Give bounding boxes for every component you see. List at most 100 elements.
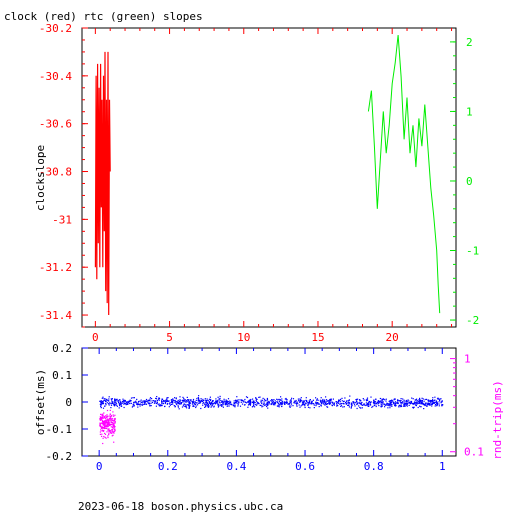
offset-point [189, 405, 191, 407]
offset-point [416, 400, 419, 402]
offset-point [305, 403, 307, 405]
rndtrip-point [104, 421, 107, 423]
rndtrip-point [100, 429, 102, 431]
offset-point [410, 402, 413, 404]
offset-point [249, 403, 252, 405]
offset-point [105, 402, 107, 405]
offset-point [356, 403, 358, 406]
offset-point [219, 395, 221, 397]
offset-point [281, 403, 283, 405]
offset-point [439, 398, 441, 400]
offset-point [173, 405, 175, 407]
offset-point [144, 403, 146, 405]
offset-point [195, 406, 197, 409]
offset-point [332, 398, 334, 400]
offset-point [338, 402, 340, 404]
offset-point [234, 403, 236, 405]
offset-point [227, 402, 230, 405]
rndtrip-point [109, 430, 112, 432]
offset-point [261, 401, 263, 403]
offset-point [208, 401, 211, 403]
offset-point [326, 406, 328, 408]
offset-point [129, 401, 131, 403]
offset-point [402, 398, 404, 400]
offset-point [179, 403, 181, 405]
offset-point [420, 401, 422, 403]
rndtrip-point [101, 426, 103, 428]
offset-point [261, 402, 263, 404]
offset-point [229, 403, 231, 405]
rndtrip-point [108, 420, 110, 422]
bottom-x-tick-label: 0.8 [364, 460, 384, 473]
offset-point [206, 400, 208, 402]
offset-point [288, 405, 291, 407]
offset-point [275, 402, 277, 404]
offset-point [405, 399, 408, 402]
rndtrip-point [102, 420, 104, 422]
top-x-tick-label: 15 [311, 331, 324, 344]
rndtrip-point [104, 424, 106, 426]
offset-point [257, 402, 259, 404]
offset-point [236, 402, 238, 404]
offset-point [419, 400, 421, 402]
offset-point [245, 396, 248, 398]
offset-point [272, 402, 274, 404]
offset-point [419, 397, 421, 399]
offset-point [343, 400, 345, 402]
rndtrip-point [107, 429, 109, 431]
offset-point [356, 407, 358, 410]
offset-point [222, 401, 224, 403]
offset-point [392, 401, 394, 403]
offset-point [246, 396, 249, 399]
offset-point [441, 400, 443, 402]
offset-point [315, 397, 317, 399]
offset-point [233, 402, 235, 404]
offset-point [202, 402, 204, 404]
offset-point [143, 402, 145, 404]
offset-point [119, 403, 121, 405]
offset-point [119, 405, 121, 407]
offset-point [327, 406, 329, 408]
offset-point [172, 403, 174, 405]
offset-point [127, 403, 129, 405]
offset-point [183, 397, 185, 400]
bottom-y-tick-label: 0 [65, 396, 72, 409]
offset-point [299, 400, 301, 402]
rndtrip-point [106, 425, 109, 427]
offset-point [404, 404, 406, 406]
rndtrip-point [100, 413, 102, 415]
offset-point [160, 404, 162, 406]
offset-point [197, 397, 199, 399]
offset-point [182, 396, 184, 398]
offset-point [171, 400, 173, 402]
offset-point [291, 397, 293, 399]
offset-point [290, 401, 292, 403]
offset-point [114, 401, 116, 403]
offset-point [266, 403, 269, 405]
offset-point [281, 401, 283, 403]
offset-point [205, 402, 207, 404]
offset-point [403, 403, 405, 405]
offset-point [205, 403, 207, 405]
offset-point [433, 402, 435, 404]
offset-point [104, 405, 106, 407]
offset-point [312, 403, 314, 405]
offset-point [340, 403, 342, 405]
offset-point [246, 401, 249, 403]
offset-point [262, 403, 264, 405]
offset-point [416, 398, 418, 400]
rndtrip-point [108, 429, 110, 431]
offset-point [219, 399, 221, 401]
offset-point [286, 402, 288, 404]
offset-point [360, 407, 362, 409]
offset-point [358, 405, 360, 407]
offset-point [354, 402, 356, 404]
offset-point [402, 405, 405, 407]
offset-point [123, 406, 125, 409]
offset-point [413, 402, 415, 404]
offset-point [394, 404, 396, 406]
offset-point [158, 398, 161, 400]
offset-point [294, 402, 296, 404]
offset-point [317, 399, 319, 401]
bottom-y-tick-label: -0.2 [46, 450, 73, 463]
